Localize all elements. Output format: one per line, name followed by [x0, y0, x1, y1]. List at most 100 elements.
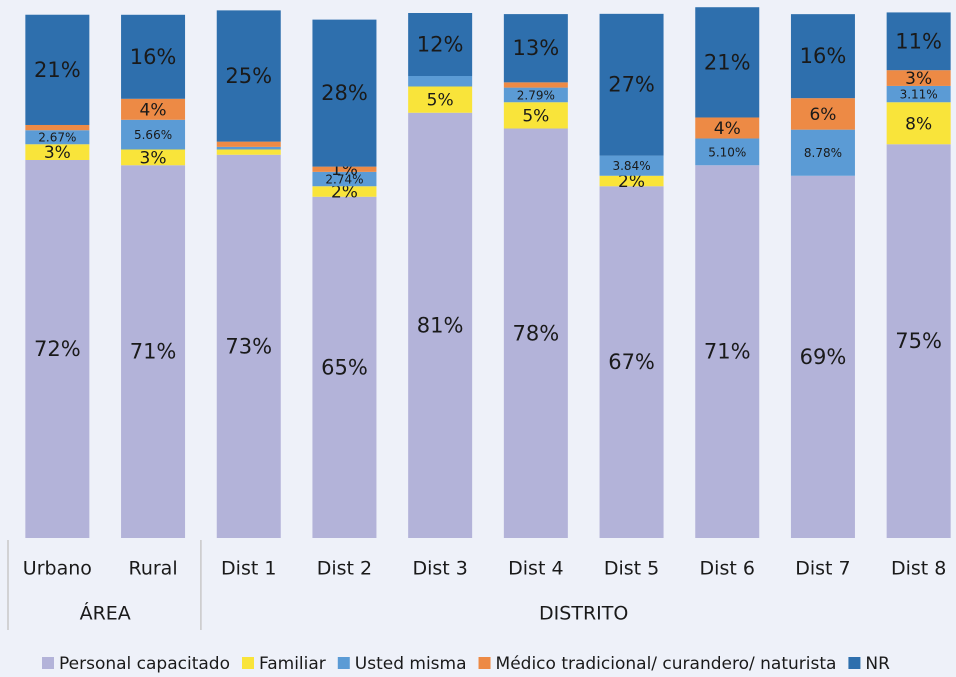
legend-swatch — [242, 657, 254, 669]
data-label: 8% — [905, 114, 932, 134]
bar-segment — [25, 124, 90, 131]
group-label: ÁREA — [80, 602, 131, 625]
bar-segment — [25, 160, 90, 538]
bar-segment — [408, 112, 473, 538]
bar-segment — [25, 144, 90, 160]
data-label: 73% — [225, 334, 272, 358]
data-label: 12% — [417, 33, 464, 57]
bar-segment — [886, 144, 951, 538]
data-label: 4% — [714, 119, 741, 139]
bar-segment — [886, 12, 951, 71]
data-label: 13% — [513, 36, 560, 60]
data-label: 2.79% — [517, 88, 555, 102]
data-label: 2% — [618, 172, 645, 192]
bar-segment — [121, 165, 186, 538]
data-label: 69% — [800, 345, 847, 369]
data-label: 11% — [895, 29, 942, 53]
x-tick-label: Dist 3 — [412, 558, 467, 580]
bar-segment — [503, 128, 568, 538]
bar-segment — [408, 86, 473, 113]
bar-segment — [503, 87, 568, 103]
data-label: 5.10% — [708, 145, 746, 159]
legend-label: Usted misma — [355, 654, 467, 674]
bar-segment — [312, 171, 377, 187]
bar-segment — [599, 155, 664, 176]
data-label: 3.84% — [612, 159, 650, 173]
bar-segment — [312, 19, 377, 167]
x-tick-label: Dist 5 — [604, 558, 659, 580]
data-label: 5% — [427, 91, 454, 111]
data-label: 78% — [513, 321, 560, 345]
data-label: 71% — [704, 340, 751, 364]
data-label: 21% — [34, 58, 81, 82]
bar-segment — [216, 146, 281, 150]
data-label: 72% — [34, 337, 81, 361]
data-label: 5.66% — [134, 128, 172, 142]
bar-segment — [216, 141, 281, 147]
bar-segment — [312, 166, 377, 172]
legend-swatch — [478, 657, 491, 669]
bar-segment — [599, 13, 664, 156]
x-tick-label: Rural — [128, 558, 177, 580]
x-tick-label: Dist 6 — [700, 558, 755, 580]
legend-label: Familiar — [259, 654, 326, 674]
bar-segment — [599, 175, 664, 187]
legend-label: Médico tradicional/ curandero/ naturista — [496, 654, 837, 674]
legend-swatch — [337, 657, 350, 669]
bar-segment — [790, 129, 855, 176]
bar-segment — [503, 82, 568, 88]
bar-segment — [216, 10, 281, 142]
bar-segment — [121, 14, 186, 99]
data-label: 6% — [809, 105, 836, 125]
bar-segment — [695, 7, 760, 118]
data-label: 27% — [608, 73, 655, 97]
bar-segment — [25, 14, 90, 125]
bar-segment — [312, 196, 377, 538]
x-tick-label: Dist 4 — [508, 558, 563, 580]
bar-segment — [886, 85, 951, 103]
bar-segment — [121, 149, 186, 166]
data-label: 71% — [130, 340, 177, 364]
data-label: 3% — [140, 148, 167, 168]
data-label: 2.67% — [38, 131, 76, 145]
data-label: 67% — [608, 350, 655, 374]
bar-segment — [121, 98, 186, 120]
data-label: 3% — [905, 69, 932, 89]
bar-segment — [886, 102, 951, 145]
data-label: 8.78% — [804, 146, 842, 160]
bar-segment — [408, 76, 473, 87]
bar-segment — [408, 13, 473, 76]
x-tick-label: Dist 8 — [891, 558, 946, 580]
data-label: 3.11% — [900, 88, 938, 102]
bar-segment — [695, 165, 760, 538]
data-label: 81% — [417, 313, 464, 337]
bar-segment — [790, 98, 855, 130]
bar-segment — [503, 14, 568, 83]
data-label: 4% — [140, 100, 167, 120]
legend-swatch — [848, 657, 861, 669]
legend-label: Personal capacitado — [59, 654, 230, 674]
bar-segment — [25, 130, 90, 145]
x-tick-label: Urbano — [23, 558, 92, 580]
x-tick-label: Dist 2 — [317, 558, 372, 580]
bar-segment — [599, 186, 664, 538]
legend-swatch — [42, 657, 54, 669]
data-label: 65% — [321, 355, 368, 379]
x-tick-label: Dist 1 — [221, 558, 276, 580]
group-label: DISTRITO — [539, 603, 628, 625]
bar-segment — [121, 119, 186, 150]
data-label: 5% — [522, 106, 549, 126]
bar-segment — [216, 149, 281, 155]
data-label: 2% — [331, 183, 358, 203]
data-label: 75% — [895, 329, 942, 353]
x-tick-label: Dist 7 — [795, 558, 850, 580]
legend-label: NR — [865, 654, 890, 674]
bar-segment — [503, 102, 568, 129]
bar-segment — [695, 117, 760, 139]
data-label: 16% — [130, 45, 177, 69]
data-label: 16% — [800, 44, 847, 68]
data-label: 3% — [44, 143, 71, 163]
bar-segment — [886, 70, 951, 86]
bar-segment — [790, 175, 855, 538]
